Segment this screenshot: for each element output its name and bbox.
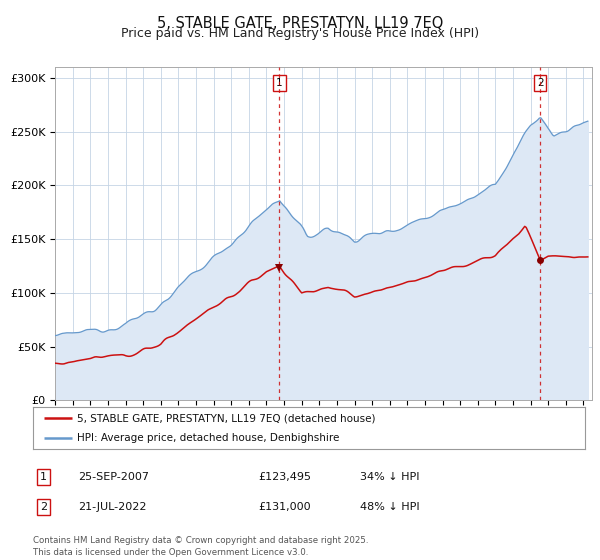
Text: £123,495: £123,495 <box>258 472 311 482</box>
Text: 48% ↓ HPI: 48% ↓ HPI <box>360 502 419 512</box>
Text: Price paid vs. HM Land Registry's House Price Index (HPI): Price paid vs. HM Land Registry's House … <box>121 27 479 40</box>
Text: Contains HM Land Registry data © Crown copyright and database right 2025.
This d: Contains HM Land Registry data © Crown c… <box>33 536 368 557</box>
Text: 1: 1 <box>276 78 283 88</box>
Text: 5, STABLE GATE, PRESTATYN, LL19 7EQ (detached house): 5, STABLE GATE, PRESTATYN, LL19 7EQ (det… <box>77 413 376 423</box>
Text: 21-JUL-2022: 21-JUL-2022 <box>78 502 146 512</box>
Text: 2: 2 <box>537 78 544 88</box>
Text: HPI: Average price, detached house, Denbighshire: HPI: Average price, detached house, Denb… <box>77 433 340 443</box>
Text: 5, STABLE GATE, PRESTATYN, LL19 7EQ: 5, STABLE GATE, PRESTATYN, LL19 7EQ <box>157 16 443 31</box>
Text: 34% ↓ HPI: 34% ↓ HPI <box>360 472 419 482</box>
Text: 25-SEP-2007: 25-SEP-2007 <box>78 472 149 482</box>
Text: 1: 1 <box>40 472 47 482</box>
Text: £131,000: £131,000 <box>258 502 311 512</box>
Text: 2: 2 <box>40 502 47 512</box>
